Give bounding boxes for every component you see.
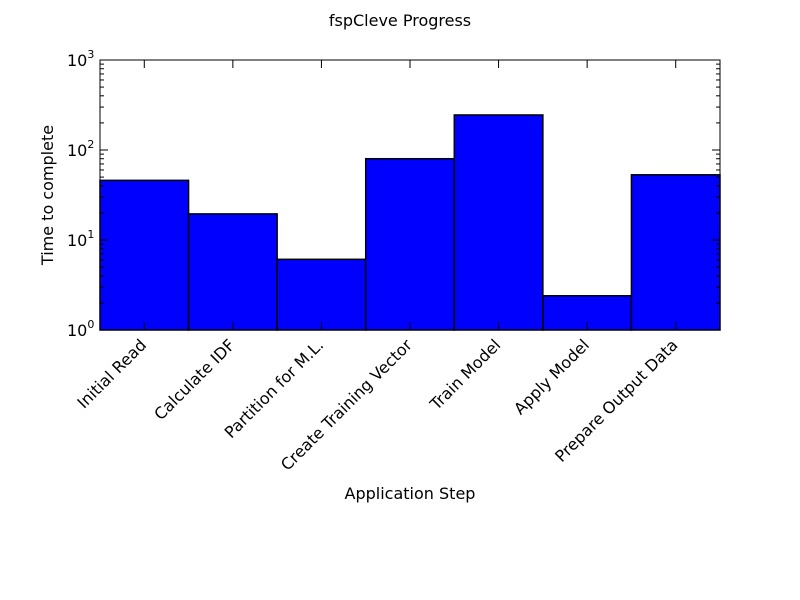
bar-6 (630, 174, 721, 331)
y-tick-label: 100 (67, 318, 94, 340)
bar-2 (276, 258, 367, 331)
y-axis-label: Time to complete (38, 125, 57, 266)
x-tick-label: Initial Read (73, 335, 150, 412)
bar-4 (453, 114, 544, 331)
y-tick-label: 101 (67, 228, 94, 250)
y-tick-label: 102 (67, 138, 94, 160)
bar-0 (99, 179, 190, 331)
bar-1 (187, 213, 278, 331)
y-tick-labels: 100 101 102 103 (67, 48, 94, 340)
x-axis-label: Application Step (345, 484, 476, 503)
x-tick-label: Calculate IDF (150, 335, 238, 423)
y-tick-label: 103 (67, 48, 94, 70)
x-tick-label: Train Model (426, 335, 505, 414)
chart-title: fspCleve Progress (329, 11, 471, 30)
x-tick-label: Apply Model (510, 335, 593, 418)
plot-frame (99, 59, 721, 331)
bars-group (99, 114, 721, 331)
bar-3 (364, 157, 456, 331)
